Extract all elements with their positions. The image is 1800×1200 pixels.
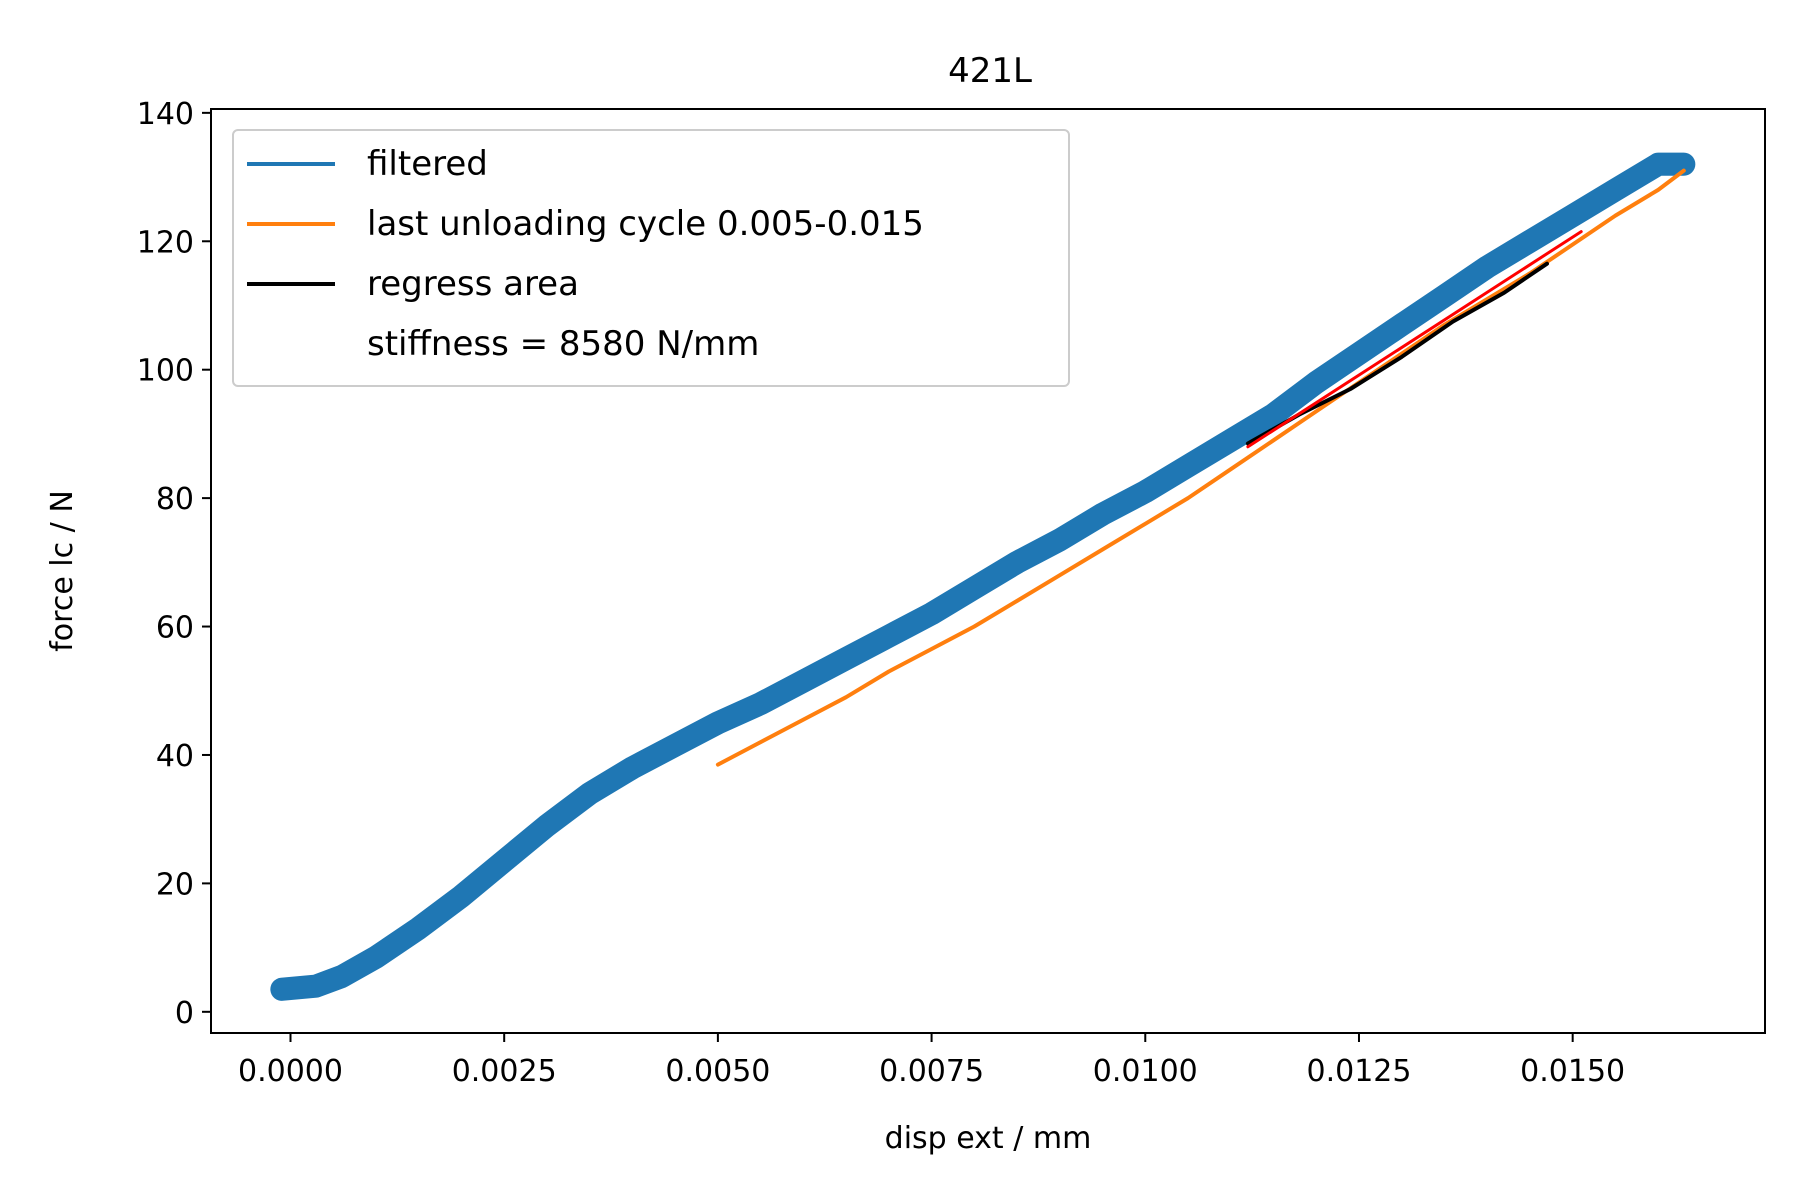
x-tick-label: 0.0125 bbox=[1306, 1054, 1411, 1089]
x-axis-label: disp ext / mm bbox=[885, 1121, 1092, 1156]
y-tick-label: 140 bbox=[137, 97, 194, 132]
x-tick-label: 0.0150 bbox=[1520, 1054, 1625, 1089]
legend-label: stiffness = 8580 N/mm bbox=[367, 324, 759, 364]
y-tick-label: 100 bbox=[137, 354, 194, 389]
y-tick-label: 60 bbox=[156, 611, 194, 646]
x-tick-label: 0.0075 bbox=[879, 1054, 984, 1089]
x-tick-label: 0.0050 bbox=[665, 1054, 770, 1089]
series-line-filtered bbox=[270, 152, 1696, 1001]
y-axis-label: force lc / N bbox=[45, 490, 80, 652]
y-tick-label: 40 bbox=[156, 739, 194, 774]
legend-label: filtered bbox=[367, 144, 488, 184]
x-tick-label: 0.0025 bbox=[452, 1054, 557, 1089]
y-tick-label: 120 bbox=[137, 225, 194, 260]
legend-box bbox=[232, 129, 1070, 387]
y-axis: 0 20 40 60 80 100 120 140 bbox=[137, 97, 211, 1031]
x-axis: 0.0000 0.0025 0.0050 0.0075 0.0100 0.0125 0.01… bbox=[238, 1033, 1625, 1089]
axes-frame bbox=[210, 108, 1766, 1034]
x-tick-label: 0.0100 bbox=[1093, 1054, 1198, 1089]
legend: filtered last unloading cycle 0.005-0.015… bbox=[232, 129, 1070, 387]
plot-area bbox=[270, 152, 1696, 1001]
y-tick-label: 0 bbox=[175, 996, 194, 1031]
chart-title: 421L bbox=[948, 51, 1032, 91]
y-tick-label: 20 bbox=[156, 867, 194, 902]
legend-label: last unloading cycle 0.005-0.015 bbox=[367, 204, 924, 244]
legend-label: regress area bbox=[367, 264, 579, 304]
y-tick-label: 80 bbox=[156, 482, 194, 517]
series-line-fit bbox=[1246, 230, 1583, 449]
x-tick-label: 0.0000 bbox=[238, 1054, 343, 1089]
